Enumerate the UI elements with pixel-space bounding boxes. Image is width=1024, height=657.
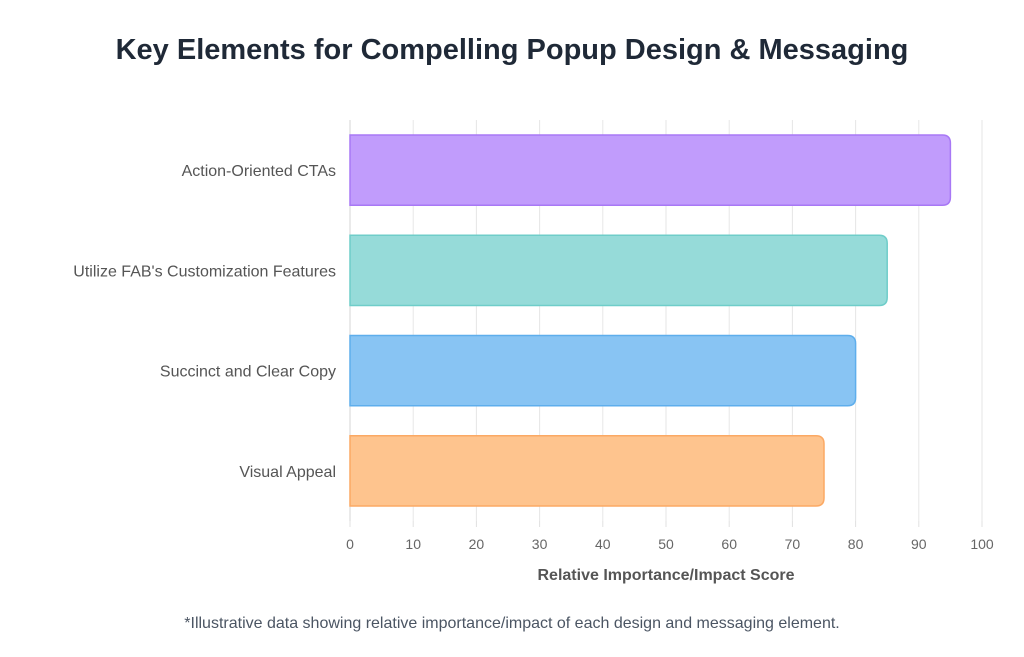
- chart-title: Key Elements for Compelling Popup Design…: [115, 34, 909, 66]
- x-tick-labels: 0 10 20 30 40 50 60 70 80 90 100: [346, 536, 994, 552]
- bar-2: [349, 234, 888, 307]
- footnote: *Illustrative data showing relative impo…: [184, 615, 840, 632]
- x-tick-label: 20: [469, 536, 485, 552]
- x-tick-label: 50: [658, 536, 674, 552]
- x-tick-label: 80: [848, 536, 864, 552]
- x-tick-label: 40: [595, 536, 611, 552]
- x-tick-label: 100: [970, 536, 994, 552]
- x-tick-label: 10: [405, 536, 421, 552]
- category-label: Succinct and Clear Copy: [160, 364, 336, 381]
- category-labels: Action-Oriented CTAs Utilize FAB's Custom…: [73, 163, 336, 481]
- x-axis-label: Relative Importance/Impact Score: [538, 567, 795, 584]
- bar-4: [349, 435, 825, 507]
- x-tick-label: 0: [346, 536, 354, 552]
- category-label: Action-Oriented CTAs: [182, 163, 336, 180]
- category-label: Visual Appeal: [239, 464, 336, 481]
- category-label: Utilize FAB's Customization Features: [73, 263, 336, 280]
- x-tick-label: 60: [721, 536, 737, 552]
- x-tick-label: 30: [532, 536, 548, 552]
- bars: [349, 134, 952, 507]
- x-tick-label: 70: [785, 536, 801, 552]
- x-tick-label: 90: [911, 536, 927, 552]
- bar-1: [349, 134, 952, 206]
- bar-3: [349, 334, 857, 407]
